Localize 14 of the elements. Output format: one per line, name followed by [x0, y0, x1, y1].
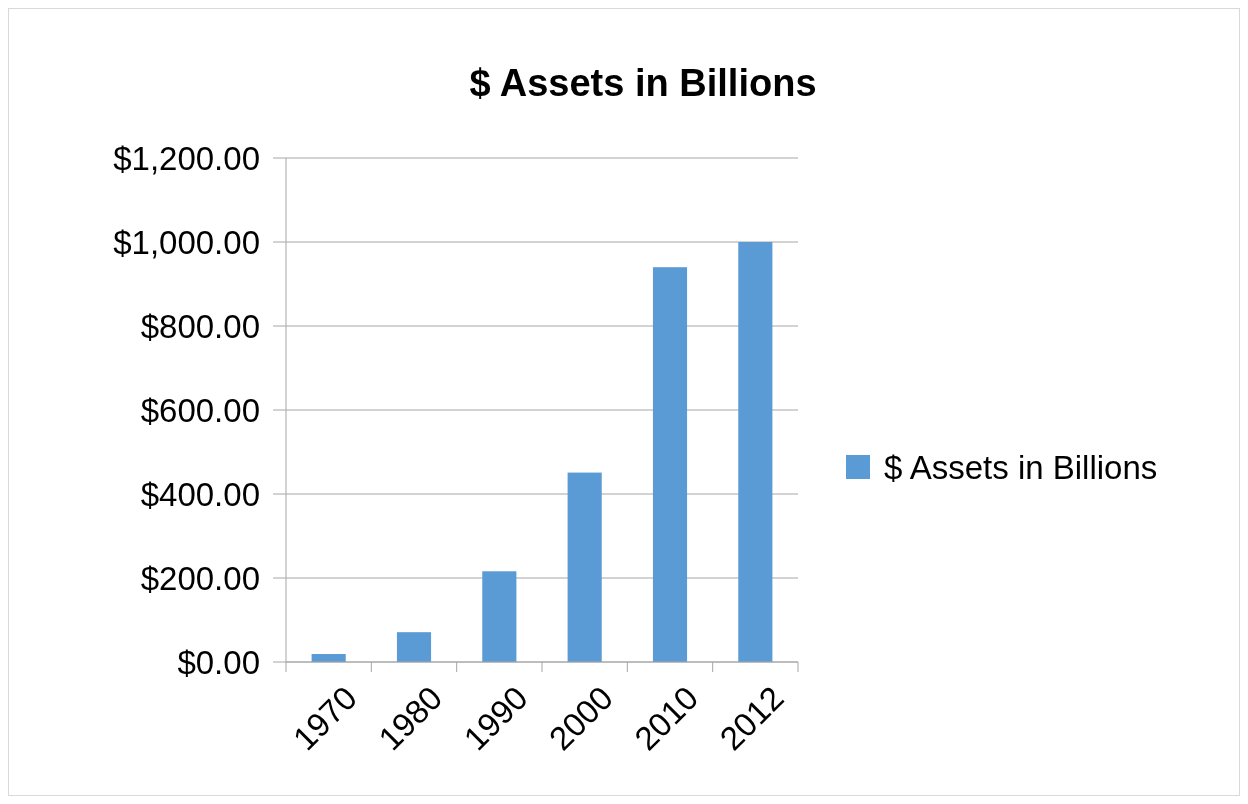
y-tick-label: $1,000.00 [113, 223, 260, 261]
bar [738, 242, 773, 662]
bar [567, 472, 602, 662]
y-tick-label: $1,200.00 [113, 139, 260, 177]
bar [396, 632, 432, 662]
y-tick-label: $200.00 [140, 559, 260, 597]
legend-label: $ Assets in Billions [884, 448, 1158, 486]
bar [482, 571, 517, 662]
y-tick-label: $0.00 [177, 643, 260, 681]
y-tick-label: $800.00 [140, 307, 260, 345]
chart-title: $ Assets in Billions [469, 62, 817, 104]
y-tick-label: $400.00 [140, 475, 260, 513]
y-tick-label: $600.00 [140, 391, 260, 429]
bar [652, 267, 688, 662]
